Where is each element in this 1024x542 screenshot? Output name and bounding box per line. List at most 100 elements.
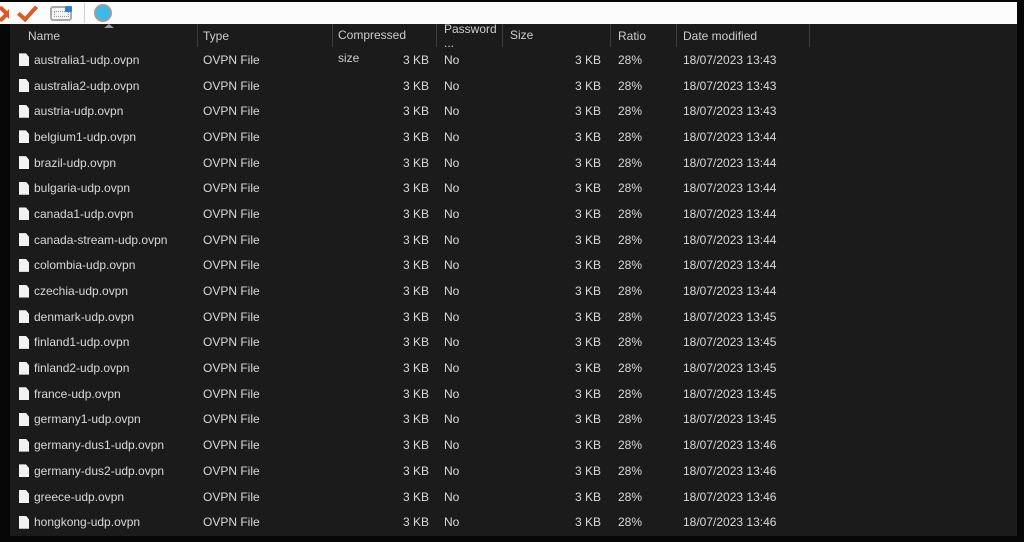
file-compressed-size: 3 KB xyxy=(402,386,429,401)
file-date-modified: 18/07/2023 13:44 xyxy=(683,206,777,221)
confirm-check-icon[interactable] xyxy=(15,3,39,23)
table-row[interactable]: canada1-udp.ovpn OVPN File 3 KB No 3 KB … xyxy=(10,201,1017,227)
column-header-filler xyxy=(810,24,1017,47)
file-ratio: 28% xyxy=(618,155,643,170)
table-row[interactable]: australia1-udp.ovpn OVPN File 3 KB No 3 … xyxy=(10,47,1017,73)
file-ratio: 28% xyxy=(618,78,643,93)
file-name: greece-udp.ovpn xyxy=(34,489,125,504)
file-ratio: 28% xyxy=(618,309,643,324)
table-row[interactable]: australia2-udp.ovpn OVPN File 3 KB No 3 … xyxy=(10,73,1017,99)
table-row[interactable]: germany1-udp.ovpn OVPN File 3 KB No 3 KB… xyxy=(10,407,1017,433)
file-ratio: 28% xyxy=(618,284,643,299)
table-row[interactable]: brazil-udp.ovpn OVPN File 3 KB No 3 KB 2… xyxy=(10,150,1017,176)
toolbar-divider xyxy=(84,3,85,23)
file-type: OVPN File xyxy=(203,129,260,144)
file-compressed-size: 3 KB xyxy=(402,361,429,376)
annotation-toolbar xyxy=(0,2,1017,24)
file-name: australia2-udp.ovpn xyxy=(34,78,140,93)
file-size: 3 KB xyxy=(574,489,601,504)
file-size: 3 KB xyxy=(574,412,601,427)
column-header-compressed-size[interactable]: Compressed size xyxy=(333,24,437,65)
file-type: OVPN File xyxy=(203,335,260,350)
file-size: 3 KB xyxy=(574,258,601,273)
file-compressed-size: 3 KB xyxy=(402,335,429,350)
file-icon xyxy=(19,207,29,221)
file-password: No xyxy=(444,104,460,119)
file-icon xyxy=(19,233,29,247)
table-row[interactable]: greece-udp.ovpn OVPN File 3 KB No 3 KB 2… xyxy=(10,484,1017,510)
table-row[interactable]: denmark-udp.ovpn OVPN File 3 KB No 3 KB … xyxy=(10,304,1017,330)
file-size: 3 KB xyxy=(574,335,601,350)
file-password: No xyxy=(444,309,460,324)
file-password: No xyxy=(444,258,460,273)
file-size: 3 KB xyxy=(574,284,601,299)
table-row[interactable]: hongkong-udp.ovpn OVPN File 3 KB No 3 KB… xyxy=(10,509,1017,535)
file-type: OVPN File xyxy=(203,52,260,67)
file-icon xyxy=(19,284,29,298)
file-ratio: 28% xyxy=(618,412,643,427)
file-type: OVPN File xyxy=(203,181,260,196)
file-type: OVPN File xyxy=(203,386,260,401)
file-icon xyxy=(19,53,29,67)
file-icon xyxy=(19,490,29,504)
column-header-date-modified[interactable]: Date modified xyxy=(677,24,810,47)
file-date-modified: 18/07/2023 13:45 xyxy=(683,412,777,427)
file-password: No xyxy=(444,438,460,453)
file-icon xyxy=(19,412,29,426)
file-compressed-size: 3 KB xyxy=(402,438,429,453)
table-row[interactable]: france-udp.ovpn OVPN File 3 KB No 3 KB 2… xyxy=(10,381,1017,407)
column-header-type[interactable]: Type xyxy=(198,24,333,47)
table-row[interactable]: germany-dus1-udp.ovpn OVPN File 3 KB No … xyxy=(10,432,1017,458)
file-list: australia1-udp.ovpn OVPN File 3 KB No 3 … xyxy=(10,47,1017,536)
file-type: OVPN File xyxy=(203,361,260,376)
file-date-modified: 18/07/2023 13:46 xyxy=(683,489,777,504)
file-type: OVPN File xyxy=(203,515,260,530)
file-date-modified: 18/07/2023 13:45 xyxy=(683,335,777,350)
file-name: bulgaria-udp.ovpn xyxy=(34,181,131,196)
file-date-modified: 18/07/2023 13:46 xyxy=(683,515,777,530)
table-row[interactable]: finland1-udp.ovpn OVPN File 3 KB No 3 KB… xyxy=(10,330,1017,356)
color-blob-icon[interactable] xyxy=(94,4,112,22)
table-row[interactable]: austria-udp.ovpn OVPN File 3 KB No 3 KB … xyxy=(10,98,1017,124)
file-password: No xyxy=(444,78,460,93)
file-size: 3 KB xyxy=(574,52,601,67)
file-date-modified: 18/07/2023 13:45 xyxy=(683,309,777,324)
table-row[interactable]: canada-stream-udp.ovpn OVPN File 3 KB No… xyxy=(10,227,1017,253)
table-row[interactable]: finland2-udp.ovpn OVPN File 3 KB No 3 KB… xyxy=(10,355,1017,381)
file-ratio: 28% xyxy=(618,258,643,273)
file-date-modified: 18/07/2023 13:46 xyxy=(683,438,777,453)
file-size: 3 KB xyxy=(574,463,601,478)
file-size: 3 KB xyxy=(574,104,601,119)
close-x-icon[interactable] xyxy=(0,4,9,22)
table-row[interactable]: germany-dus2-udp.ovpn OVPN File 3 KB No … xyxy=(10,458,1017,484)
file-type: OVPN File xyxy=(203,155,260,170)
table-row[interactable]: bulgaria-udp.ovpn OVPN File 3 KB No 3 KB… xyxy=(10,175,1017,201)
envelope-icon[interactable] xyxy=(50,5,72,21)
column-header-size[interactable]: Size xyxy=(503,24,611,47)
file-icon xyxy=(19,438,29,452)
file-name: germany-dus1-udp.ovpn xyxy=(34,438,165,453)
file-size: 3 KB xyxy=(574,309,601,324)
file-date-modified: 18/07/2023 13:44 xyxy=(683,129,777,144)
file-size: 3 KB xyxy=(574,181,601,196)
file-name: france-udp.ovpn xyxy=(34,386,121,401)
column-header-password[interactable]: Password ... xyxy=(437,22,503,50)
file-type: OVPN File xyxy=(203,412,260,427)
table-row[interactable]: czechia-udp.ovpn OVPN File 3 KB No 3 KB … xyxy=(10,278,1017,304)
file-ratio: 28% xyxy=(618,361,643,376)
file-type: OVPN File xyxy=(203,258,260,273)
column-header-ratio[interactable]: Ratio xyxy=(611,24,677,47)
file-password: No xyxy=(444,361,460,376)
table-row[interactable]: belgium1-udp.ovpn OVPN File 3 KB No 3 KB… xyxy=(10,124,1017,150)
file-date-modified: 18/07/2023 13:44 xyxy=(683,232,777,247)
table-row[interactable]: colombia-udp.ovpn OVPN File 3 KB No 3 KB… xyxy=(10,253,1017,279)
file-compressed-size: 3 KB xyxy=(402,78,429,93)
column-header-name[interactable]: Name xyxy=(10,24,198,47)
file-ratio: 28% xyxy=(618,489,643,504)
file-icon xyxy=(19,464,29,478)
file-password: No xyxy=(444,515,460,530)
file-compressed-size: 3 KB xyxy=(402,181,429,196)
file-ratio: 28% xyxy=(618,335,643,350)
file-icon xyxy=(19,79,29,93)
